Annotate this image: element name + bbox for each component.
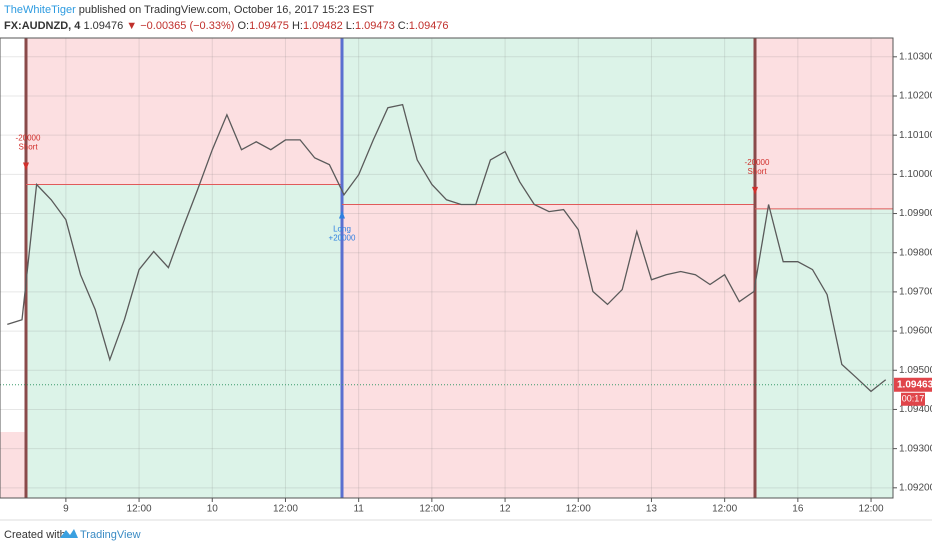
x-tick-label: 11 [353, 504, 364, 515]
c-label: C: [398, 20, 409, 32]
symbol: FX:AUDNZD, 4 [4, 20, 81, 32]
y-tick-label: 1.09600 [899, 326, 932, 337]
l-label: L: [346, 20, 355, 32]
last: 1.09476 [83, 20, 123, 32]
price-line [7, 103, 887, 393]
x-tick-label: 12:00 [273, 504, 298, 515]
x-tick-label: 12:00 [859, 504, 884, 515]
y-tick-label: 1.09400 [899, 404, 932, 415]
footer-brand[interactable]: TradingView [80, 529, 141, 541]
y-tick-label: 1.10100 [899, 130, 932, 141]
trade-amount: -20000 [745, 158, 770, 167]
region [755, 208, 893, 498]
x-tick-label: 12:00 [566, 504, 591, 515]
y-tick-label: 1.09700 [899, 287, 932, 298]
trade-side: Short [18, 143, 38, 152]
y-tick-label: 1.09900 [899, 208, 932, 219]
publish-line: TheWhiteTiger published on TradingView.c… [4, 4, 374, 16]
last-price-label: 1.09463 [897, 379, 932, 390]
y-tick-label: 1.09200 [899, 482, 932, 493]
trade-side: Short [747, 167, 767, 176]
plot-border [0, 37, 894, 499]
c-value: 1.09476 [409, 20, 449, 32]
l-value: 1.09473 [355, 20, 395, 32]
logo [60, 529, 78, 538]
countdown-box [901, 392, 925, 406]
h-label: H: [292, 20, 303, 32]
trade-side: Long [333, 225, 351, 234]
h-value: 1.09482 [303, 20, 343, 32]
region [26, 38, 342, 185]
x-tick-label: 12:00 [419, 504, 444, 515]
y-tick-label: 1.09300 [899, 443, 932, 454]
region [26, 184, 342, 498]
x-tick-label: 12:00 [712, 504, 737, 515]
x-tick-label: 13 [646, 504, 658, 515]
region [0, 432, 26, 498]
x-tick-label: 16 [792, 504, 804, 515]
trade-arrow [339, 210, 345, 219]
countdown-label: 00:17 [902, 394, 925, 404]
o-value: 1.09475 [249, 20, 289, 32]
x-tick-label: 10 [207, 504, 219, 515]
x-tick-label: 9 [63, 504, 69, 515]
trade-amount: -20000 [16, 134, 41, 143]
change: ▼ −0.00365 (−0.33%) [126, 20, 234, 32]
x-tick-label: 12:00 [127, 504, 152, 515]
o-label: O: [237, 20, 249, 32]
y-tick-label: 1.10000 [899, 169, 932, 180]
author[interactable]: TheWhiteTiger [4, 4, 76, 16]
y-tick-label: 1.10200 [899, 91, 932, 102]
region [342, 204, 755, 498]
x-tick-label: 12 [499, 504, 511, 515]
y-tick-label: 1.10300 [899, 51, 932, 62]
y-tick-label: 1.09500 [899, 365, 932, 376]
quote-line: FX:AUDNZD, 4 1.09476 ▼ −0.00365 (−0.33%)… [4, 20, 449, 32]
region [755, 38, 893, 209]
footer-created: Created with [4, 529, 66, 541]
last-price-box [894, 377, 932, 392]
trade-arrow [752, 186, 758, 195]
trade-amount: +20000 [329, 234, 356, 243]
published: published on TradingView.com, October 16… [79, 4, 374, 16]
y-tick-label: 1.09800 [899, 247, 932, 258]
trade-arrow [23, 162, 29, 171]
region [342, 38, 755, 205]
